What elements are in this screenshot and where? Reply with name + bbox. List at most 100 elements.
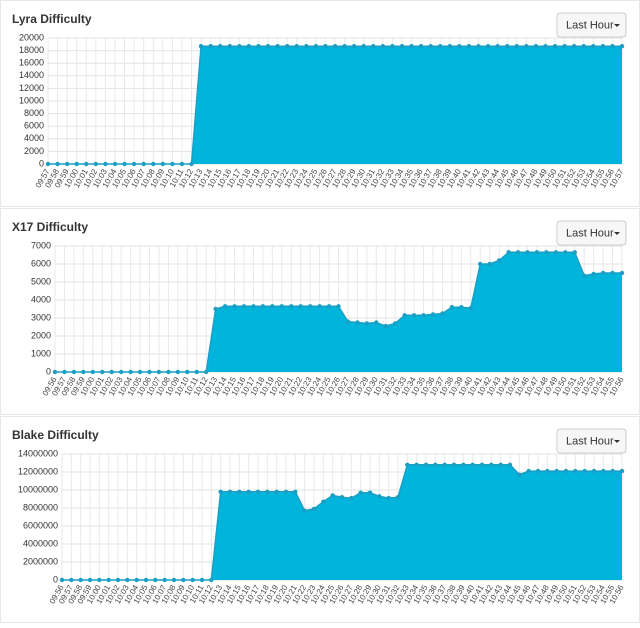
chart-panel: X17 Difficulty Last Hour 0 1000 2000 3000 4000… — [0, 208, 640, 415]
data-point — [367, 490, 373, 495]
data-point — [479, 462, 485, 467]
data-point — [112, 161, 118, 167]
range-button-label[interactable]: Last Hour — [566, 227, 614, 239]
data-point — [535, 468, 541, 474]
y-tick-label: 12000000 — [18, 466, 58, 476]
data-point — [74, 161, 79, 167]
data-point — [87, 577, 93, 583]
data-point — [84, 161, 89, 167]
data-point — [109, 369, 114, 375]
data-point — [619, 270, 625, 276]
data-point — [185, 369, 190, 375]
range-button-box[interactable] — [556, 220, 627, 246]
data-point — [563, 250, 568, 255]
data-point — [515, 250, 521, 255]
data-point — [175, 369, 181, 375]
data-point — [351, 43, 357, 49]
data-point — [506, 250, 511, 255]
y-tick-label: 4000 — [24, 133, 44, 143]
y-tick-label: 5000 — [31, 276, 51, 286]
data-point — [156, 369, 162, 375]
y-tick-label: 4000 — [31, 294, 51, 304]
data-point — [284, 43, 290, 49]
data-point — [402, 313, 407, 318]
data-point — [505, 43, 510, 49]
data-point — [270, 304, 275, 309]
data-point — [374, 320, 379, 325]
caret[interactable] — [614, 24, 620, 27]
data-point — [246, 43, 252, 49]
data-point — [610, 43, 615, 49]
range-button[interactable]: Last Hour — [556, 220, 627, 246]
data-point — [468, 305, 473, 311]
range-button-box[interactable] — [556, 428, 627, 454]
data-point — [386, 495, 391, 501]
data-point — [409, 43, 414, 49]
range-button-label[interactable]: Last Hour — [566, 435, 614, 447]
data-point — [526, 468, 531, 474]
data-point — [496, 258, 502, 263]
y-tick-label: 6000 — [31, 258, 51, 268]
caret[interactable] — [614, 440, 620, 443]
data-point — [466, 43, 472, 49]
range-button[interactable]: Last Hour — [556, 12, 627, 38]
data-point — [451, 462, 457, 467]
data-point — [237, 43, 242, 49]
y-tick-label: 1000 — [31, 348, 51, 358]
y-tick-label: 8000 — [24, 108, 44, 118]
data-point — [332, 43, 338, 49]
data-point — [293, 489, 298, 494]
data-point — [181, 577, 186, 583]
range-button[interactable]: Last Hour — [556, 428, 627, 454]
y-tick-label: 10000000 — [18, 484, 58, 494]
data-point — [218, 43, 223, 49]
data-point — [97, 577, 102, 583]
data-point — [487, 261, 492, 267]
data-point — [93, 161, 99, 167]
data-point — [298, 304, 303, 309]
chart-panel: Lyra Difficulty Last Hour 0 2000 4000 6000 800… — [0, 0, 640, 207]
y-tick-label: 2000 — [24, 146, 44, 156]
data-point — [122, 161, 127, 167]
data-point — [64, 161, 70, 167]
data-point — [507, 462, 513, 467]
data-point — [430, 312, 436, 317]
data-point — [514, 43, 519, 49]
data-point — [545, 468, 550, 474]
data-point — [166, 369, 171, 375]
data-point — [153, 577, 158, 583]
data-point — [418, 43, 424, 49]
data-point — [581, 43, 586, 49]
data-point — [524, 43, 529, 49]
data-point — [371, 43, 376, 49]
caret[interactable] — [614, 232, 620, 235]
data-point — [495, 43, 500, 49]
data-point — [283, 489, 289, 494]
y-tick-label: 3000 — [31, 312, 51, 322]
data-point — [478, 261, 483, 267]
data-point — [251, 304, 256, 309]
data-point — [554, 468, 559, 474]
data-point — [321, 499, 326, 504]
data-point — [106, 577, 111, 583]
data-point — [213, 306, 218, 312]
area-fill — [62, 464, 622, 580]
data-point — [311, 506, 317, 512]
data-point — [289, 304, 294, 309]
data-point — [582, 273, 587, 278]
data-point — [147, 369, 152, 375]
area-fill — [55, 252, 622, 372]
data-point — [414, 462, 419, 467]
data-point — [227, 489, 233, 494]
range-button-box[interactable] — [556, 12, 627, 38]
y-tick-label: 20000 — [19, 32, 44, 42]
data-point — [571, 43, 577, 49]
data-point — [246, 489, 251, 494]
data-point — [131, 161, 137, 167]
y-tick-label: 0 — [39, 158, 44, 168]
range-button-label[interactable]: Last Hour — [566, 19, 614, 31]
data-point — [619, 468, 625, 474]
data-point — [190, 577, 195, 583]
data-point — [447, 43, 452, 49]
y-tick-label: 14000000 — [18, 448, 58, 458]
